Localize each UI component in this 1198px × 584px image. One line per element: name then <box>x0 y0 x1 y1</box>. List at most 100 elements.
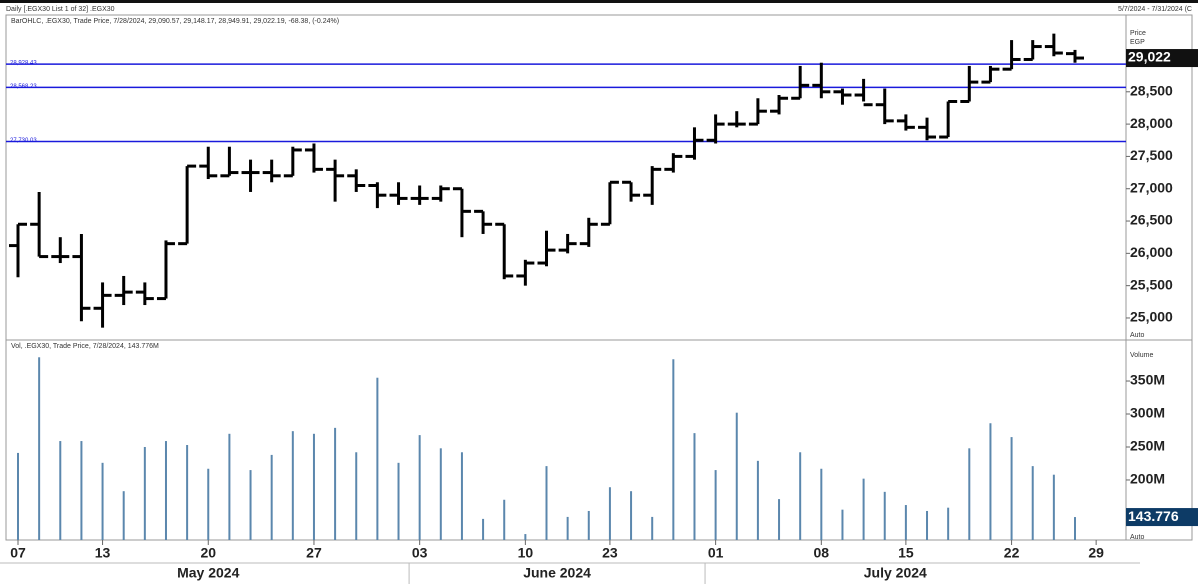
ohlc-bar <box>135 282 154 306</box>
month-label: June 2024 <box>523 565 591 581</box>
month-label: May 2024 <box>177 565 239 581</box>
volume-bar <box>714 470 717 540</box>
volume-bar <box>1031 466 1034 540</box>
volume-bar <box>164 441 167 540</box>
ohlc-bar <box>664 153 683 173</box>
ohlc-bar <box>727 111 746 128</box>
ohlc-bar <box>812 62 831 99</box>
volume-bar <box>270 454 273 540</box>
header-right: 5/7/2024 - 7/31/2024 (C <box>1118 6 1192 13</box>
frame <box>5 14 1193 541</box>
ohlc-bar <box>643 166 662 205</box>
x-tick-label: 27 <box>306 545 322 561</box>
volume-bar <box>334 427 337 540</box>
x-tick-label: 22 <box>1004 545 1020 561</box>
ohlc-bar <box>431 185 450 202</box>
volume-bar <box>207 468 210 540</box>
volume-bar <box>587 510 590 540</box>
x-tick-label: 07 <box>10 545 26 561</box>
volume-bar <box>862 478 865 540</box>
ohlc-bar <box>9 222 27 278</box>
volume-bar <box>38 357 41 540</box>
last-value-label: 29,022 <box>1128 49 1171 65</box>
top-bar <box>0 0 1198 3</box>
volume-bar <box>122 491 125 540</box>
y-tick-label: 25,500 <box>1130 276 1173 292</box>
x-tick-label: 10 <box>518 545 534 561</box>
ohlc-bar <box>452 187 471 238</box>
ohlc-bar <box>918 117 937 141</box>
volume-bar <box>756 460 759 540</box>
ohlc-bar <box>854 78 873 107</box>
ohlc-bar <box>1066 49 1084 63</box>
volume-bar <box>672 359 675 540</box>
ohlc-bar <box>410 185 429 205</box>
ohlc-bar <box>896 114 915 131</box>
ohlc-bar <box>981 65 1000 84</box>
price-legend: BarOHLC, .EGX30, Trade Price, 7/28/2024,… <box>11 18 339 25</box>
reference-label: 28,568.23 <box>10 84 37 90</box>
x-tick-label: 23 <box>602 545 618 561</box>
y-tick-label: 28,000 <box>1130 115 1173 131</box>
volume-bar <box>883 491 886 540</box>
ohlc-bar <box>368 182 387 209</box>
ohlc-bar <box>199 146 218 180</box>
y-tick-label: 28,500 <box>1130 82 1173 98</box>
volume-bar <box>926 510 929 540</box>
y-tick-label: 27,500 <box>1130 147 1173 163</box>
ohlc-bar <box>685 127 704 160</box>
ohlc-bar <box>1044 33 1063 57</box>
volume-bar <box>566 516 569 540</box>
volume-bar <box>228 433 231 540</box>
ohlc-bar <box>770 95 789 115</box>
ohlc-bar <box>474 209 493 234</box>
volume-bar <box>143 446 146 540</box>
ohlc-bar <box>495 222 514 280</box>
last-value-box <box>1126 49 1198 68</box>
x-tick-label: 03 <box>412 545 428 561</box>
ohlc-bar <box>72 233 91 322</box>
volume-bar <box>693 433 696 540</box>
x-tick-label: 01 <box>708 545 724 561</box>
last-value-box <box>1126 508 1198 527</box>
volume-bar <box>397 462 400 540</box>
volume-bar <box>439 448 442 540</box>
ohlc-bar <box>220 146 239 178</box>
y-tick-label: 27,000 <box>1130 179 1173 195</box>
volume-bar <box>651 516 654 540</box>
ohlc-bar <box>622 180 641 202</box>
ohlc-bar <box>600 180 619 226</box>
x-tick-label: 20 <box>200 545 216 561</box>
volume-bar <box>630 491 633 540</box>
y-tick-label: 250M <box>1130 438 1165 454</box>
ohlc-bar <box>939 99 958 139</box>
ohlc-bar <box>579 217 598 247</box>
volume-bar <box>1052 474 1055 540</box>
ohlc-bar <box>558 233 577 254</box>
ohlc-bar <box>1002 40 1021 71</box>
volume-bar <box>59 441 62 540</box>
volume-axis-title: Volume <box>1130 352 1153 359</box>
ohlc-bar <box>156 240 175 301</box>
ohlc-bar <box>516 259 535 286</box>
y-tick-label: 26,000 <box>1130 244 1173 260</box>
ohlc-bar <box>262 159 281 183</box>
volume-bar <box>904 505 907 540</box>
volume-bar <box>524 534 527 540</box>
x-tick-label: 08 <box>814 545 830 561</box>
volume-bar <box>186 445 189 540</box>
ohlc-bar <box>114 275 133 306</box>
volume-bar <box>482 518 485 540</box>
x-tick-label: 15 <box>898 545 914 561</box>
reference-label: 28,928.43 <box>10 61 37 67</box>
volume-bar <box>799 452 802 540</box>
price-scale-mode[interactable]: Auto <box>1130 332 1145 339</box>
month-label: July 2024 <box>864 565 927 581</box>
y-tick-label: 350M <box>1130 372 1165 388</box>
volume-bar <box>291 431 294 540</box>
ohlc-bar <box>30 191 49 259</box>
last-value-label: 143.776 <box>1128 508 1179 524</box>
volume-scale-mode[interactable]: Auto <box>1130 534 1145 541</box>
reference-label: 27,730.03 <box>10 138 37 144</box>
